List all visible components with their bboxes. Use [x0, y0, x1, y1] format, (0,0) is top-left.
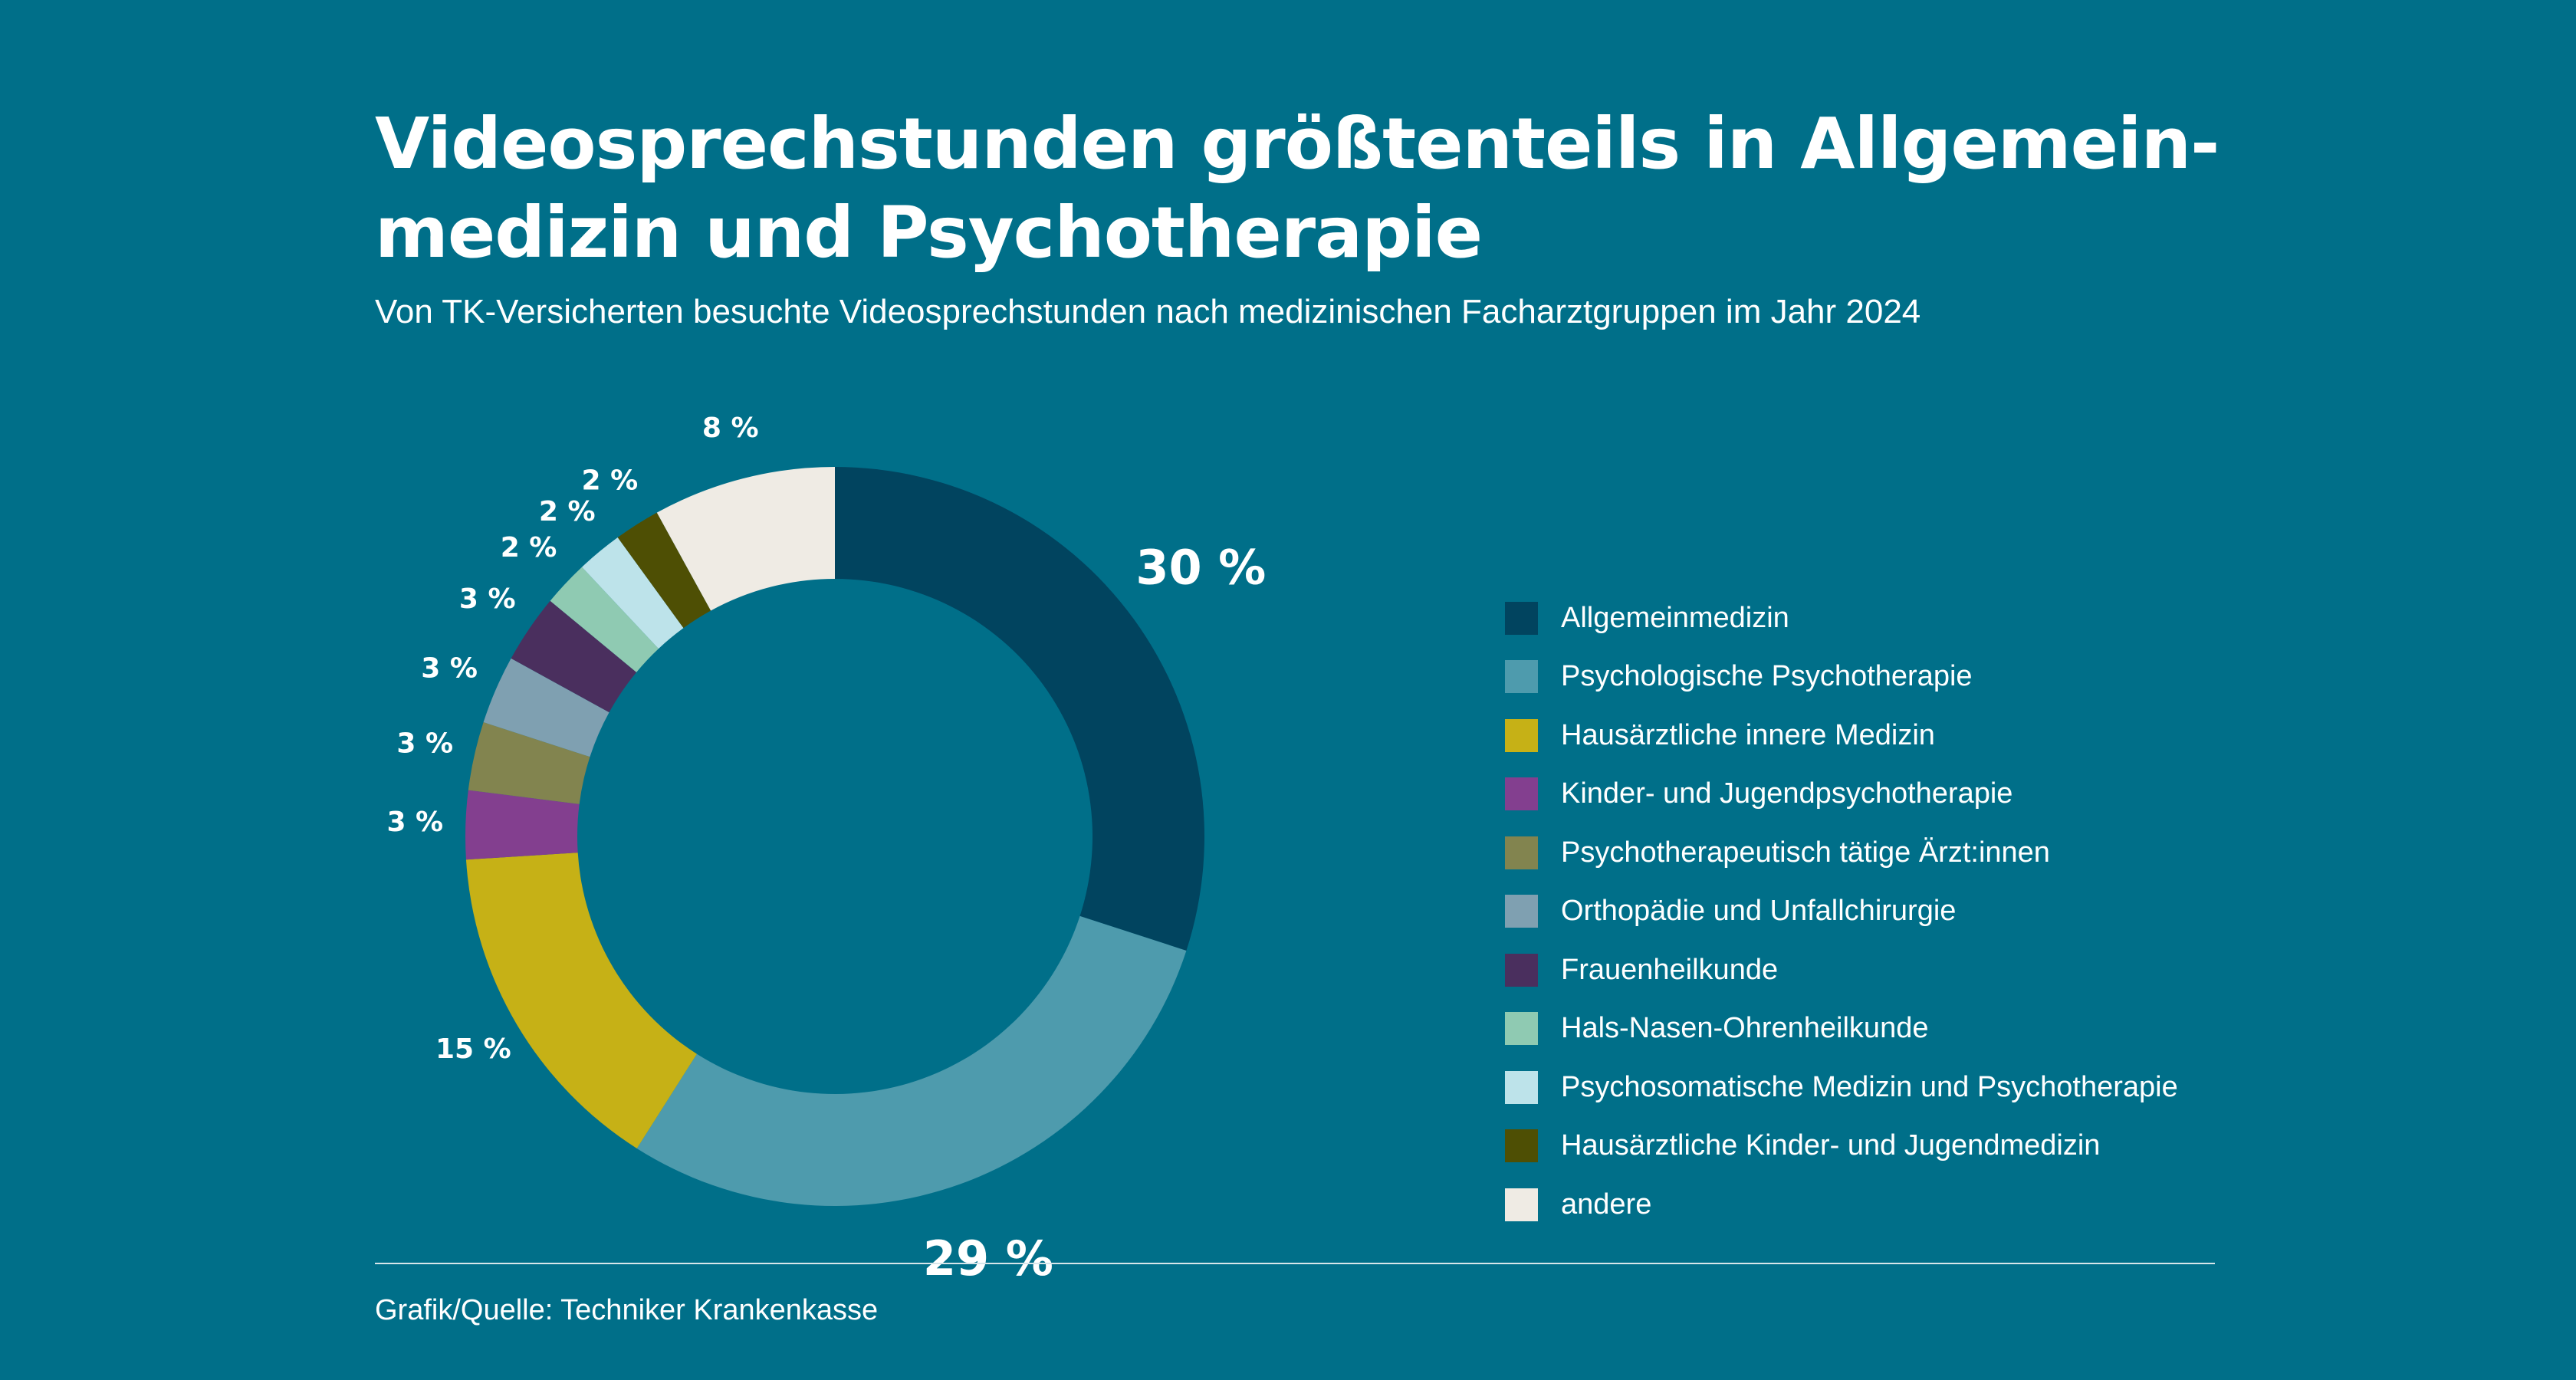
legend-label: Allgemeinmedizin [1561, 601, 1789, 634]
legend-item: Hals-Nasen-Ohrenheilkunde [1505, 1000, 2178, 1059]
donut-slice [483, 658, 610, 757]
slice-value-label: 3 % [459, 583, 516, 615]
slice-value-label: 2 % [582, 465, 639, 496]
legend-swatch [1505, 1129, 1538, 1163]
title-line-2: medizin und Psychotherapie [375, 192, 1483, 274]
donut-slice [550, 567, 659, 672]
legend-item: andere [1505, 1175, 2178, 1234]
donut-slice [511, 600, 637, 713]
donut-slice [617, 512, 711, 629]
slice-value-label: 3 % [386, 807, 443, 838]
legend-swatch [1505, 836, 1538, 869]
legend-item: Psychologische Psychotherapie [1505, 648, 2178, 707]
slice-value-label: 8 % [702, 412, 759, 444]
legend-swatch [1505, 1070, 1538, 1104]
chart-title: Videosprechstunden größtenteils in Allge… [375, 100, 2292, 278]
legend-swatch [1505, 601, 1538, 635]
legend-label: Hausärztliche Kinder- und Jugendmedizin [1561, 1129, 2101, 1162]
legend-item: Psychosomatische Medizin und Psychothera… [1505, 1058, 2178, 1117]
legend-item: Kinder- und Jugendpsychotherapie [1505, 765, 2178, 824]
legend-swatch [1505, 1188, 1538, 1221]
legend-item: Orthopädie und Unfallchirurgie [1505, 882, 2178, 941]
donut-slice [656, 467, 835, 611]
donut-slice [468, 722, 590, 804]
legend-label: Psychotherapeutisch tätige Ärzt:innen [1561, 836, 2050, 869]
slice-value-label: 2 % [539, 496, 596, 527]
legend-swatch [1505, 718, 1538, 752]
legend-swatch [1505, 953, 1538, 987]
legend-label: Orthopädie und Unfallchirurgie [1561, 895, 1957, 928]
donut-slice [582, 537, 684, 649]
slice-value-label: 15 % [435, 1033, 511, 1065]
legend-label: Hals-Nasen-Ohrenheilkunde [1561, 1012, 1929, 1045]
legend-label: Psychologische Psychotherapie [1561, 660, 1973, 693]
legend: Allgemeinmedizin Psychologische Psychothe… [1505, 589, 2178, 1234]
slice-value-label: 3 % [396, 728, 453, 759]
legend-item: Allgemeinmedizin [1505, 589, 2178, 648]
donut-slice [835, 467, 1204, 951]
legend-swatch [1505, 895, 1538, 928]
legend-label: Psychosomatische Medizin und Psychothera… [1561, 1070, 2178, 1103]
legend-label: Kinder- und Jugendpsychotherapie [1561, 777, 2013, 810]
slice-value-label: 2 % [501, 532, 557, 564]
divider [375, 1263, 2215, 1264]
title-line-1: Videosprechstunden größtenteils in Allge… [375, 103, 2220, 185]
donut-slice [465, 853, 697, 1148]
legend-item: Hausärztliche innere Medizin [1505, 706, 2178, 765]
donut-slice [636, 915, 1187, 1206]
legend-item: Hausärztliche Kinder- und Jugendmedizin [1505, 1117, 2178, 1176]
legend-swatch [1505, 660, 1538, 694]
donut-slice [465, 790, 580, 860]
legend-item: Psychotherapeutisch tätige Ärzt:innen [1505, 823, 2178, 882]
legend-label: Hausärztliche innere Medizin [1561, 718, 1935, 751]
source-note: Grafik/Quelle: Techniker Krankenkasse [375, 1294, 879, 1326]
legend-swatch [1505, 1012, 1538, 1046]
legend-item: Frauenheilkunde [1505, 941, 2178, 1000]
slice-value-label: 29 % [923, 1230, 1053, 1286]
legend-label: Frauenheilkunde [1561, 953, 1779, 986]
slice-value-label: 30 % [1135, 539, 1266, 595]
chart-subtitle: Von TK-Versicherten besuchte Videosprech… [375, 293, 1921, 330]
slice-value-label: 3 % [421, 652, 478, 684]
legend-swatch [1505, 777, 1538, 811]
legend-label: andere [1561, 1188, 1652, 1221]
